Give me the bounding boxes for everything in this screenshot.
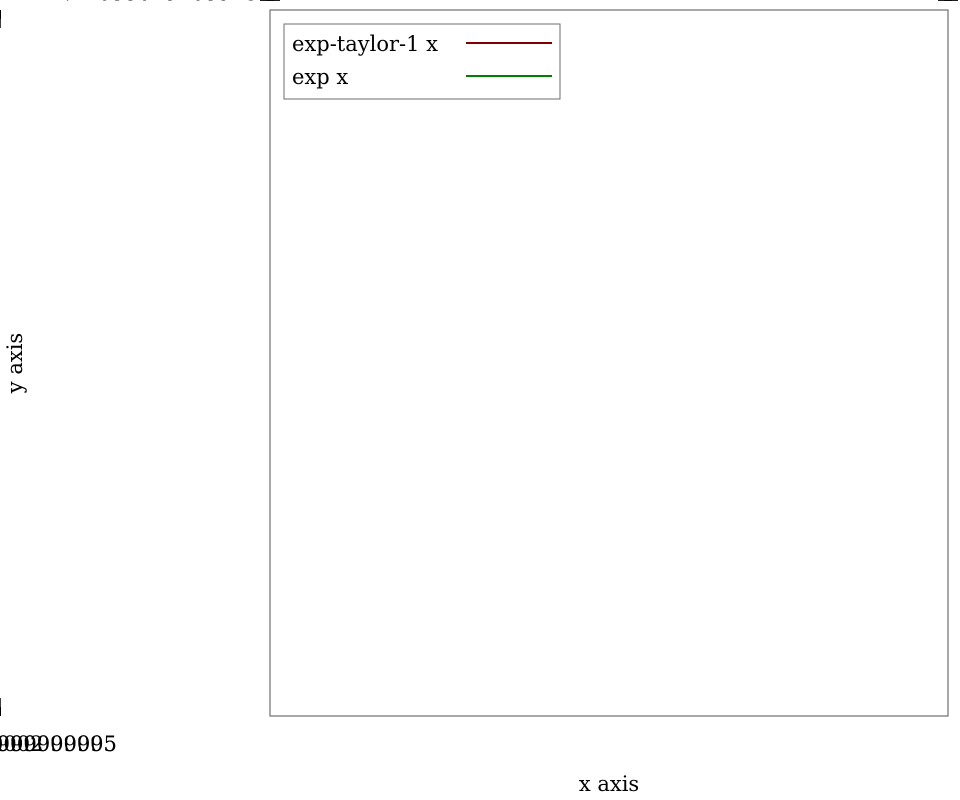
x-axis-label: x axis — [579, 772, 639, 796]
legend-label-exp: exp x — [292, 65, 348, 89]
plot-frame — [269, 9, 949, 717]
x-tick-label: 1.00002 — [0, 732, 43, 756]
x-tick-label: 1.0000200000000005 — [0, 732, 117, 756]
ticks — [0, 0, 958, 716]
y-tick-label: 2.71833619463929 — [51, 0, 258, 5]
y-tick-label: 2.71833619463925 — [51, 0, 258, 5]
legend-box — [283, 23, 561, 100]
tick-labels: 1.00001999999999951.000021.0000200000000… — [0, 0, 258, 756]
x-tick-label: 1.0000199999999995 — [0, 732, 117, 756]
y-tick-label: 2.71833619463928 — [51, 0, 258, 5]
y-tick-label: 2.71833619463927 — [51, 0, 258, 5]
y-tick-label: 2.71833619463926 — [51, 0, 258, 5]
y-axis-label: y axis — [3, 333, 27, 394]
legend: exp-taylor-1 x exp x — [283, 23, 561, 100]
legend-label-exp-taylor-1: exp-taylor-1 x — [292, 32, 438, 56]
